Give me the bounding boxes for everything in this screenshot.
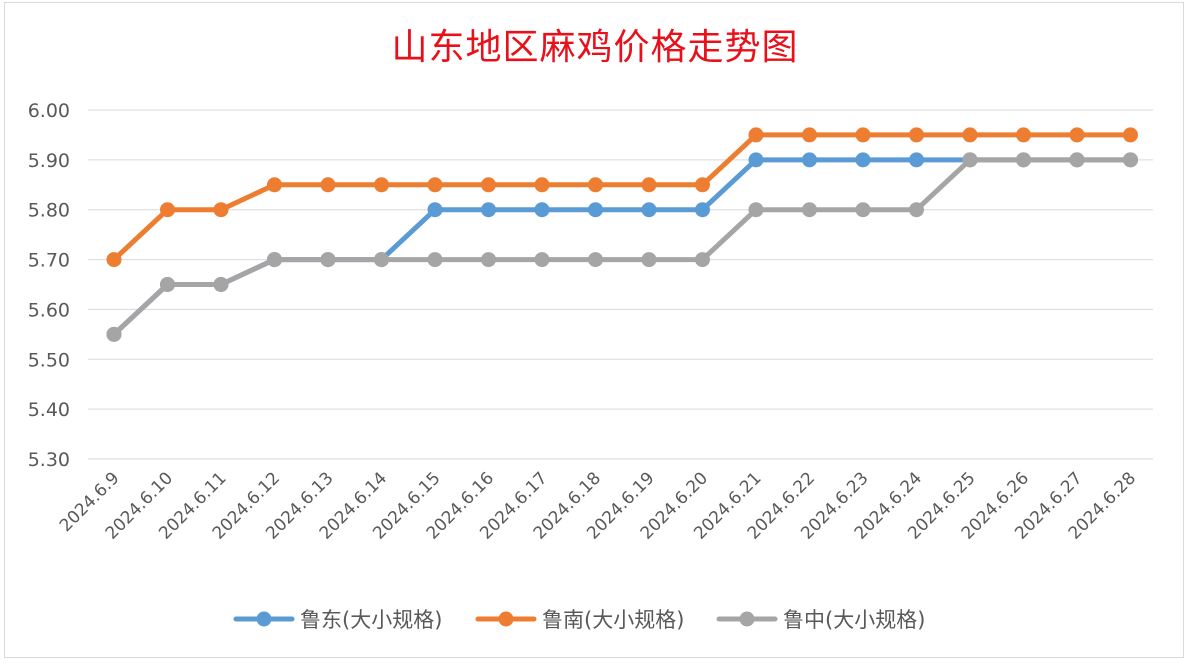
x-axis-ticks: 2024.6.92024.6.102024.6.112024.6.122024.… bbox=[56, 468, 1140, 543]
data-point bbox=[374, 177, 389, 193]
data-point bbox=[374, 252, 389, 268]
data-point bbox=[748, 127, 764, 143]
data-point bbox=[695, 177, 710, 193]
data-point bbox=[106, 326, 122, 342]
series-line bbox=[111, 132, 1133, 263]
y-tick-label: 6.00 bbox=[28, 100, 70, 122]
data-point bbox=[320, 252, 336, 268]
data-point bbox=[802, 202, 817, 218]
data-point bbox=[160, 202, 175, 218]
legend-item-1: 鲁东(大小规格) bbox=[233, 608, 442, 632]
legend-marker bbox=[739, 611, 755, 627]
data-point bbox=[641, 202, 657, 218]
data-point bbox=[427, 177, 443, 193]
data-point bbox=[695, 252, 710, 268]
data-point bbox=[534, 252, 550, 268]
y-tick-label: 5.60 bbox=[28, 299, 70, 321]
y-tick-label: 5.80 bbox=[28, 200, 70, 222]
data-point bbox=[534, 177, 550, 193]
data-point bbox=[1069, 127, 1085, 143]
data-point bbox=[641, 252, 657, 268]
legend-label: 鲁东(大小规格) bbox=[300, 608, 442, 632]
data-point bbox=[748, 152, 764, 168]
data-point bbox=[160, 277, 175, 292]
y-tick-label: 5.70 bbox=[28, 250, 70, 272]
data-point bbox=[802, 127, 817, 143]
data-point bbox=[534, 202, 550, 218]
data-point bbox=[481, 252, 496, 268]
data-point bbox=[909, 127, 924, 143]
y-tick-label: 5.30 bbox=[28, 449, 70, 471]
data-point bbox=[427, 252, 443, 268]
data-point bbox=[481, 177, 496, 193]
chart-frame bbox=[4, 2, 1184, 658]
data-point bbox=[213, 202, 229, 218]
legend-label: 鲁中(大小规格) bbox=[783, 608, 925, 632]
data-point bbox=[855, 127, 871, 143]
data-point bbox=[1069, 152, 1085, 168]
data-point bbox=[962, 127, 978, 143]
y-tick-label: 5.90 bbox=[28, 150, 70, 172]
data-point bbox=[588, 252, 603, 268]
legend-item-2: 鲁南(大小规格) bbox=[475, 608, 684, 632]
data-point bbox=[427, 202, 443, 218]
legend-label: 鲁南(大小规格) bbox=[542, 608, 684, 632]
data-point bbox=[909, 152, 924, 168]
legend: 鲁东(大小规格) 鲁南(大小规格) 鲁中(大小规格) bbox=[233, 608, 925, 632]
data-point bbox=[481, 202, 496, 218]
data-point bbox=[1016, 127, 1031, 143]
data-point bbox=[695, 202, 710, 218]
data-point bbox=[748, 202, 764, 218]
data-point bbox=[855, 152, 871, 168]
data-point bbox=[588, 202, 603, 218]
data-point bbox=[213, 277, 229, 292]
data-point bbox=[855, 202, 871, 218]
series-line bbox=[111, 157, 1133, 337]
legend-item-3: 鲁中(大小规格) bbox=[716, 608, 925, 632]
chart-title: 山东地区麻鸡价格走势图 bbox=[391, 27, 799, 68]
y-axis-ticks: 6.00 5.90 5.80 5.70 5.60 5.50 5.40 5.30 bbox=[28, 100, 70, 471]
data-point bbox=[1123, 127, 1138, 143]
series-lines bbox=[106, 127, 1138, 342]
series-2 bbox=[106, 127, 1138, 268]
y-tick-label: 5.50 bbox=[28, 349, 70, 371]
data-point bbox=[641, 177, 657, 193]
y-tick-label: 5.40 bbox=[28, 399, 70, 421]
data-point bbox=[588, 177, 603, 193]
data-point bbox=[909, 202, 924, 218]
data-point bbox=[962, 152, 978, 168]
data-point bbox=[106, 252, 122, 268]
data-point bbox=[1016, 152, 1031, 168]
data-point bbox=[267, 252, 282, 268]
series-1 bbox=[106, 152, 1138, 342]
data-point bbox=[320, 177, 336, 193]
data-point bbox=[1123, 152, 1138, 168]
legend-marker bbox=[256, 611, 272, 627]
series-3 bbox=[106, 152, 1138, 342]
data-point bbox=[802, 152, 817, 168]
data-point bbox=[267, 177, 282, 193]
legend-marker bbox=[498, 611, 514, 627]
